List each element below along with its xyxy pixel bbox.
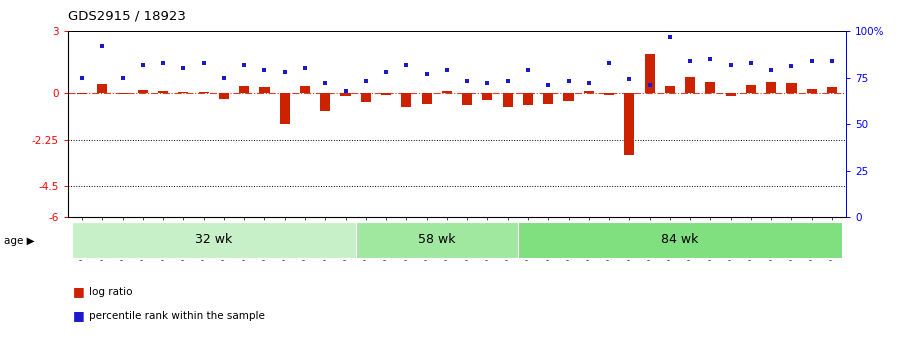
Bar	[806, 89, 817, 93]
Bar	[442, 91, 452, 93]
Bar	[381, 93, 391, 95]
Text: ■: ■	[72, 309, 84, 322]
Point	[257, 67, 272, 73]
Bar	[178, 92, 188, 93]
Point	[500, 79, 515, 84]
Bar	[665, 86, 675, 93]
Bar	[71, 222, 356, 258]
Point	[298, 66, 312, 71]
Point	[379, 69, 394, 75]
Bar	[726, 93, 736, 96]
Bar	[422, 93, 432, 104]
Bar	[239, 86, 249, 93]
Bar	[543, 93, 553, 104]
Point	[662, 34, 677, 39]
Bar	[564, 93, 574, 101]
Point	[824, 58, 839, 63]
Bar	[97, 84, 108, 93]
Text: 32 wk: 32 wk	[195, 233, 233, 246]
Point	[196, 60, 211, 66]
Point	[703, 56, 718, 62]
Point	[561, 79, 576, 84]
Text: ■: ■	[72, 285, 84, 298]
Bar	[786, 83, 796, 93]
Point	[338, 88, 353, 93]
Point	[744, 60, 758, 66]
Point	[541, 82, 556, 88]
Point	[237, 62, 252, 67]
Bar	[482, 93, 492, 100]
Point	[75, 75, 90, 80]
Point	[419, 71, 433, 77]
Bar	[584, 91, 594, 93]
Bar	[523, 93, 533, 105]
Point	[481, 80, 495, 86]
Bar	[260, 87, 270, 93]
Bar	[340, 93, 350, 96]
Bar	[280, 93, 290, 124]
Bar	[746, 85, 756, 93]
Point	[216, 75, 231, 80]
Bar	[462, 93, 472, 105]
Point	[156, 60, 170, 66]
Bar	[685, 77, 695, 93]
Bar	[644, 54, 654, 93]
Point	[95, 43, 110, 49]
Point	[602, 60, 616, 66]
Point	[318, 80, 332, 86]
Point	[643, 82, 657, 88]
Bar	[138, 90, 148, 93]
Bar	[320, 93, 330, 111]
Bar	[705, 82, 716, 93]
Bar	[300, 86, 310, 93]
Text: GDS2915 / 18923: GDS2915 / 18923	[68, 9, 186, 22]
Bar	[198, 92, 209, 93]
Text: log ratio: log ratio	[89, 287, 132, 296]
Bar	[219, 93, 229, 99]
Point	[115, 75, 129, 80]
Bar	[356, 222, 518, 258]
Point	[805, 58, 819, 63]
Bar	[767, 82, 776, 93]
Point	[683, 58, 698, 63]
Point	[358, 79, 373, 84]
Point	[785, 64, 799, 69]
Point	[136, 62, 150, 67]
Text: 84 wk: 84 wk	[662, 233, 699, 246]
Bar	[118, 93, 128, 94]
Bar	[827, 87, 837, 93]
Point	[399, 62, 414, 67]
Text: 58 wk: 58 wk	[418, 233, 455, 246]
Bar	[158, 91, 168, 93]
Point	[723, 62, 738, 67]
Bar	[361, 93, 371, 102]
Bar	[604, 93, 614, 95]
Point	[440, 67, 454, 73]
Point	[176, 66, 191, 71]
Point	[582, 80, 596, 86]
Text: age ▶: age ▶	[4, 236, 34, 246]
Point	[278, 69, 292, 75]
Bar	[624, 93, 634, 155]
Bar	[77, 93, 87, 94]
Point	[520, 67, 535, 73]
Bar	[502, 93, 513, 107]
Point	[622, 77, 636, 82]
Bar	[518, 222, 843, 258]
Bar	[401, 93, 412, 107]
Point	[764, 67, 778, 73]
Text: percentile rank within the sample: percentile rank within the sample	[89, 311, 264, 321]
Point	[460, 79, 474, 84]
